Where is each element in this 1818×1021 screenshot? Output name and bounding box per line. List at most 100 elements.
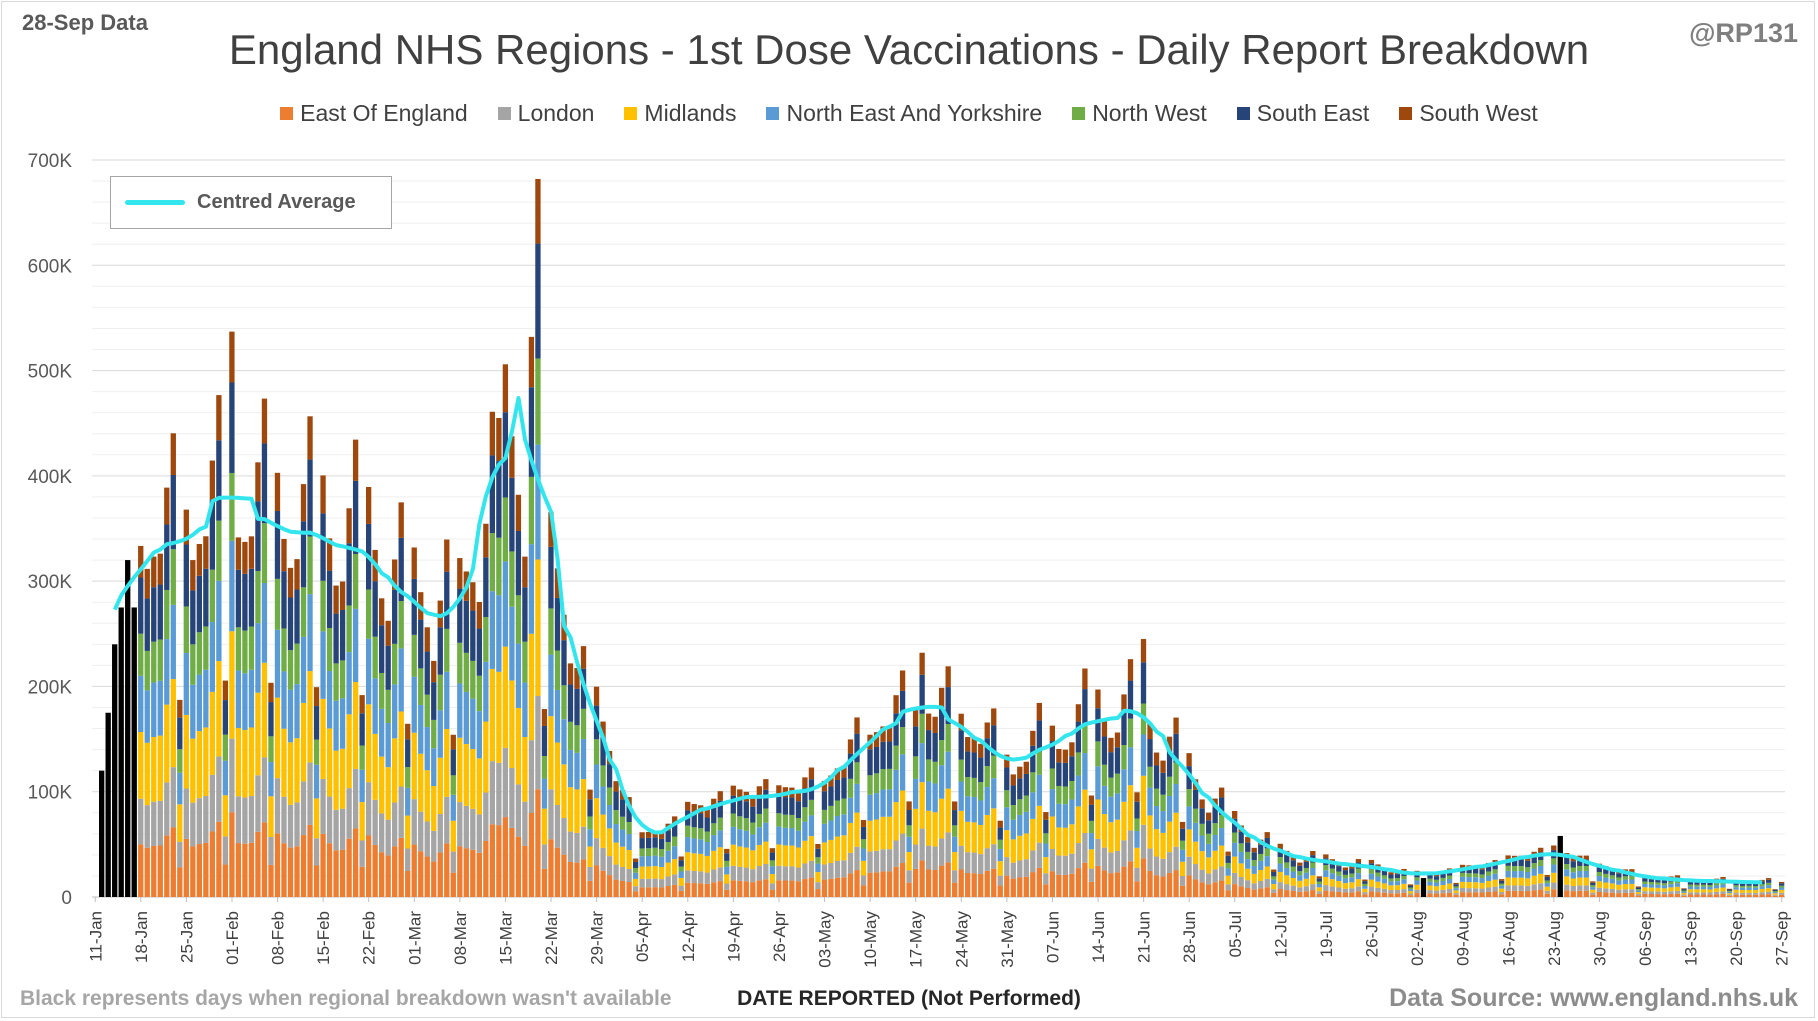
bar-segment — [359, 695, 365, 714]
bar-segment — [672, 884, 678, 897]
bar-segment — [893, 866, 899, 897]
bar-segment — [1069, 853, 1075, 874]
bar-segment — [515, 643, 522, 708]
bar-segment — [886, 871, 893, 897]
bar-segment — [379, 813, 385, 853]
bar-segment — [489, 824, 496, 897]
bar-segment — [1681, 888, 1687, 890]
bar-segment — [1023, 811, 1029, 834]
bar-segment — [1733, 885, 1739, 888]
bar-segment — [1316, 878, 1322, 882]
bar-segment — [1720, 877, 1726, 879]
bar-segment — [157, 680, 163, 736]
bar-segment — [398, 786, 404, 838]
bar-segment — [867, 794, 873, 821]
bar-segment — [170, 549, 176, 605]
bar-segment — [222, 836, 229, 865]
bar-segment — [431, 748, 437, 787]
bar-segment — [1088, 881, 1095, 897]
bar-segment — [1043, 857, 1049, 874]
bar-segment — [1583, 865, 1589, 871]
bar-segment — [1388, 893, 1394, 897]
bar-segment — [1225, 868, 1231, 876]
bar-segment — [1577, 859, 1583, 866]
bar-segment — [157, 639, 163, 681]
bar-segment — [326, 570, 333, 628]
bar-segment — [1251, 847, 1257, 853]
bar-segment — [1114, 872, 1121, 897]
bar-segment — [691, 870, 697, 884]
bar-segment — [906, 870, 912, 883]
x-tick-label: 22-Mar — [542, 911, 561, 965]
bar-segment — [268, 762, 274, 797]
bar-segment — [1284, 862, 1290, 868]
average-line-swatch — [125, 200, 185, 205]
bar-segment — [489, 761, 496, 825]
bar-segment — [1622, 876, 1629, 880]
bar-segment — [1642, 891, 1648, 894]
bar-segment — [717, 847, 723, 868]
bar-segment — [619, 829, 626, 847]
bar-segment — [496, 417, 502, 462]
bar-segment — [925, 869, 932, 897]
bar-segment — [613, 879, 619, 897]
bar-segment — [1075, 704, 1082, 722]
bar-segment — [1101, 870, 1108, 897]
bar-segment — [567, 721, 574, 750]
bar-segment — [1726, 889, 1733, 891]
bar-segment — [991, 844, 997, 869]
bar-segment — [1017, 814, 1023, 836]
bar-segment — [164, 782, 170, 836]
bar-segment — [737, 789, 743, 800]
bar-segment — [1290, 860, 1296, 867]
bar-segment — [1290, 878, 1296, 886]
bar-segment — [216, 821, 222, 897]
x-axis-title: DATE REPORTED (Not Performed) — [737, 987, 1081, 1010]
bar-segment — [567, 787, 574, 832]
bar-segment — [1349, 873, 1355, 878]
bar-segment — [352, 828, 359, 897]
bar-segment — [704, 855, 710, 873]
bar-segment — [1166, 776, 1173, 796]
bar-segment — [1375, 887, 1381, 893]
bar-segment — [1485, 875, 1492, 881]
bar-segment — [1687, 892, 1694, 895]
bar-segment — [626, 806, 632, 823]
bar-segment — [1238, 876, 1244, 887]
bar-segment — [1218, 880, 1225, 897]
bar-segment — [444, 671, 450, 729]
bar-segment — [261, 398, 268, 444]
bar-segment — [1205, 884, 1212, 897]
bar-segment — [203, 669, 209, 728]
bar-segment — [1316, 887, 1322, 892]
bar-segment — [808, 836, 815, 861]
bar-segment — [1733, 887, 1739, 890]
bar-segment — [1212, 850, 1218, 870]
bar-segment — [261, 662, 268, 758]
bar-segment — [1062, 827, 1069, 856]
bar-segment — [1609, 888, 1615, 893]
bar-segment — [854, 733, 860, 763]
bar-segment — [1147, 848, 1153, 871]
bar-segment — [476, 675, 482, 712]
bar-segment — [776, 880, 782, 897]
bar-segment — [1264, 878, 1270, 888]
bar-segment — [1049, 741, 1056, 769]
bar-segment — [1336, 887, 1342, 892]
bar-segment — [151, 801, 157, 846]
bar-segment — [789, 814, 795, 829]
bar-segment — [1251, 860, 1257, 867]
bar-segment — [945, 788, 951, 833]
bar-segment — [528, 387, 535, 477]
bar-segment — [952, 882, 958, 897]
bar-segment — [1049, 725, 1056, 742]
bar-segment — [789, 845, 795, 867]
bar-segment — [763, 841, 769, 864]
bar-segment — [1538, 883, 1544, 890]
bar-segment — [1498, 894, 1505, 897]
bar-segment — [952, 870, 958, 883]
bar-segment — [476, 758, 482, 815]
bar-segment — [1381, 870, 1388, 876]
bar-segment — [476, 814, 482, 853]
bar-segment — [632, 858, 639, 862]
